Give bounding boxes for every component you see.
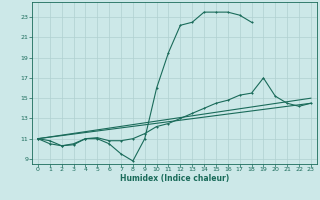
X-axis label: Humidex (Indice chaleur): Humidex (Indice chaleur) [120, 174, 229, 183]
